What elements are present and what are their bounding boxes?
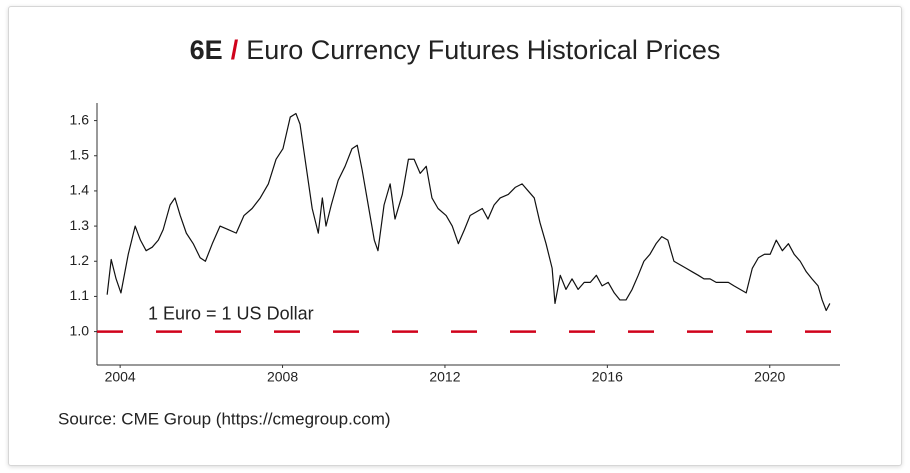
y-tick-label: 1.0 bbox=[70, 322, 90, 338]
x-tick-label: 2012 bbox=[429, 369, 460, 385]
title-text: Euro Currency Futures Historical Prices bbox=[246, 35, 720, 65]
y-tick-label: 1.3 bbox=[70, 217, 90, 233]
x-tick-label: 2020 bbox=[754, 369, 785, 385]
reference-label: 1 Euro = 1 US Dollar bbox=[148, 303, 314, 323]
y-tick-label: 1.6 bbox=[70, 111, 90, 127]
y-tick-label: 1.2 bbox=[70, 252, 90, 268]
chart-title: 6E / Euro Currency Futures Historical Pric… bbox=[190, 35, 721, 65]
x-tick-label: 2008 bbox=[267, 369, 298, 385]
y-tick-label: 1.4 bbox=[70, 182, 90, 198]
x-tick-label: 2004 bbox=[105, 369, 136, 385]
source: Source: CME Group (https://cmegroup.com) bbox=[58, 409, 391, 428]
y-tick-label: 1.1 bbox=[70, 287, 90, 303]
title-separator: / bbox=[231, 35, 239, 65]
x-tick-label: 2016 bbox=[592, 369, 623, 385]
card bbox=[8, 6, 902, 466]
title-code: 6E bbox=[190, 35, 223, 65]
price-line bbox=[106, 112, 831, 312]
y-tick-label: 1.5 bbox=[70, 146, 90, 162]
